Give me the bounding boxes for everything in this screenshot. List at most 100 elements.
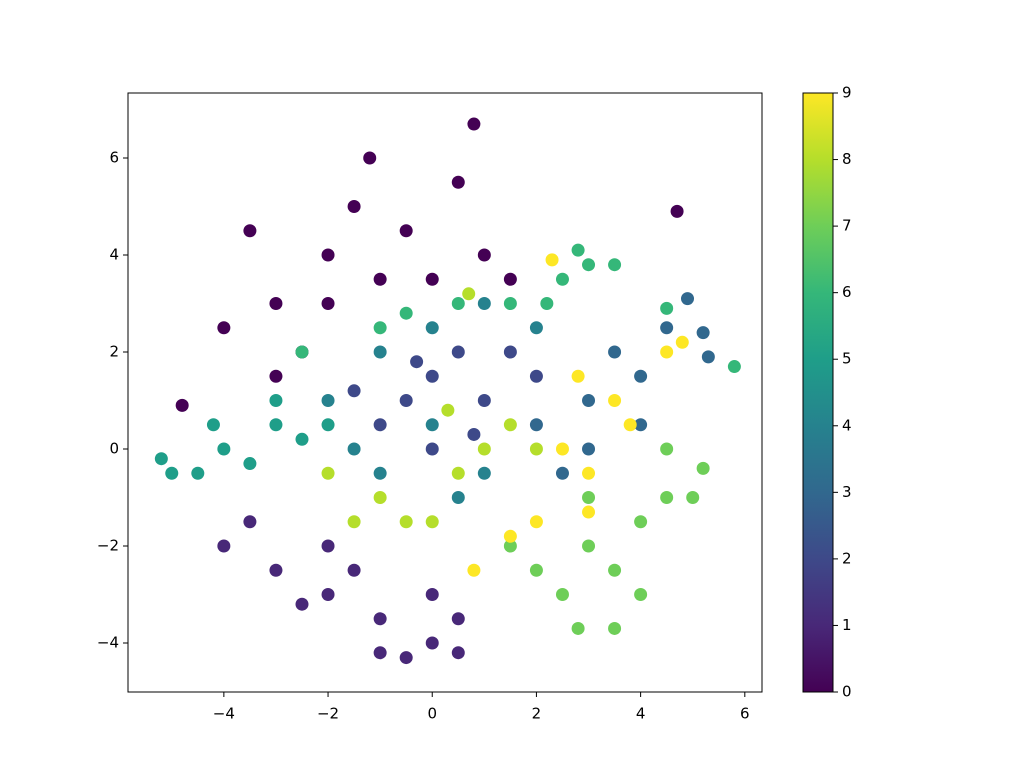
point bbox=[321, 296, 335, 310]
point bbox=[373, 272, 387, 286]
point bbox=[321, 588, 335, 602]
point bbox=[660, 345, 674, 359]
point bbox=[571, 243, 585, 257]
point bbox=[451, 296, 465, 310]
point bbox=[571, 369, 585, 383]
point bbox=[634, 515, 648, 529]
colorbar-tick-label: 5 bbox=[842, 350, 852, 368]
point bbox=[670, 204, 684, 218]
points bbox=[154, 117, 741, 665]
point bbox=[269, 369, 283, 383]
point bbox=[634, 418, 648, 432]
point bbox=[503, 539, 517, 553]
point bbox=[321, 466, 335, 480]
colorbar-tick-label: 3 bbox=[842, 483, 852, 501]
point bbox=[373, 646, 387, 660]
colorbar-tick-label: 0 bbox=[842, 683, 852, 701]
point bbox=[477, 394, 491, 408]
point bbox=[347, 563, 361, 577]
point bbox=[462, 287, 476, 301]
point bbox=[529, 442, 543, 456]
point bbox=[608, 621, 622, 635]
point bbox=[206, 418, 220, 432]
point bbox=[477, 466, 491, 480]
point bbox=[555, 272, 569, 286]
point bbox=[399, 306, 413, 320]
point bbox=[555, 466, 569, 480]
y-tick-label: 0 bbox=[109, 440, 119, 458]
point bbox=[660, 301, 674, 315]
point bbox=[555, 588, 569, 602]
x-tick-label: 0 bbox=[427, 705, 437, 723]
point bbox=[529, 515, 543, 529]
colorbar bbox=[802, 92, 834, 693]
colorbar-tick-label: 4 bbox=[842, 416, 852, 434]
point bbox=[425, 369, 439, 383]
point bbox=[347, 199, 361, 213]
point bbox=[660, 442, 674, 456]
point bbox=[467, 563, 481, 577]
x-tick-label: 6 bbox=[740, 705, 750, 723]
point bbox=[675, 335, 689, 349]
point bbox=[217, 442, 231, 456]
point bbox=[451, 646, 465, 660]
point bbox=[660, 491, 674, 505]
point bbox=[634, 369, 648, 383]
point bbox=[540, 296, 554, 310]
point bbox=[529, 418, 543, 432]
point bbox=[399, 515, 413, 529]
point bbox=[347, 384, 361, 398]
point bbox=[243, 515, 257, 529]
point bbox=[269, 563, 283, 577]
point bbox=[154, 452, 168, 466]
point bbox=[410, 355, 424, 369]
point bbox=[451, 466, 465, 480]
point bbox=[321, 394, 335, 408]
point bbox=[582, 539, 596, 553]
point bbox=[608, 258, 622, 272]
point bbox=[425, 442, 439, 456]
point bbox=[582, 258, 596, 272]
y-tick-label: 6 bbox=[109, 148, 119, 166]
point bbox=[451, 345, 465, 359]
point bbox=[696, 461, 710, 475]
point bbox=[681, 292, 695, 306]
point bbox=[269, 296, 283, 310]
point bbox=[608, 394, 622, 408]
point bbox=[321, 248, 335, 262]
point bbox=[217, 539, 231, 553]
x-tick-label: −2 bbox=[317, 705, 339, 723]
point bbox=[571, 621, 585, 635]
plot-frame bbox=[127, 92, 763, 693]
point bbox=[608, 345, 622, 359]
point bbox=[347, 442, 361, 456]
point bbox=[555, 442, 569, 456]
point bbox=[425, 515, 439, 529]
point bbox=[373, 345, 387, 359]
colorbar-tick-label: 7 bbox=[842, 217, 852, 235]
point bbox=[441, 403, 455, 417]
colorbar-tick-label: 8 bbox=[842, 150, 852, 168]
point bbox=[451, 491, 465, 505]
colorbar-tick-label: 6 bbox=[842, 283, 852, 301]
point bbox=[425, 418, 439, 432]
point bbox=[243, 457, 257, 471]
point bbox=[175, 398, 189, 412]
point bbox=[321, 539, 335, 553]
point bbox=[529, 563, 543, 577]
point bbox=[217, 321, 231, 335]
point bbox=[295, 432, 309, 446]
point bbox=[363, 151, 377, 165]
point bbox=[503, 272, 517, 286]
x-tick-label: 4 bbox=[636, 705, 646, 723]
point bbox=[634, 588, 648, 602]
point bbox=[399, 394, 413, 408]
point bbox=[503, 418, 517, 432]
point bbox=[467, 427, 481, 441]
point bbox=[582, 466, 596, 480]
point bbox=[425, 588, 439, 602]
point bbox=[623, 418, 637, 432]
colorbar-tick-label: 9 bbox=[842, 84, 852, 102]
point bbox=[451, 612, 465, 626]
point bbox=[582, 442, 596, 456]
